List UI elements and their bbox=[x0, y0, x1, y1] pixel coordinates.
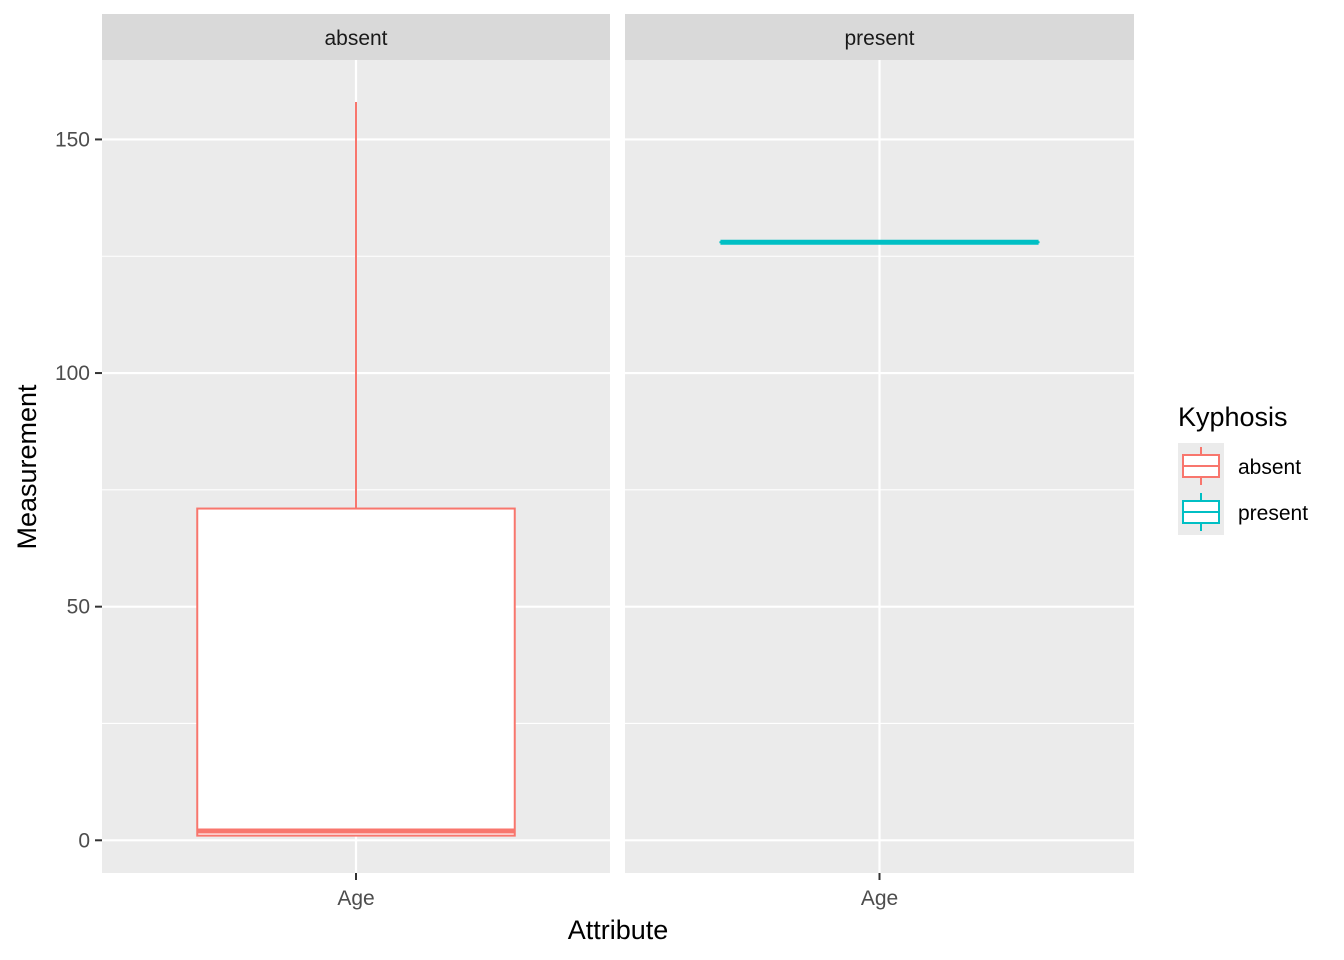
facet-strip-label: absent bbox=[324, 27, 387, 50]
facet-strip-present bbox=[625, 14, 1134, 60]
y-axis: 0 50 100 150 bbox=[55, 128, 102, 852]
legend-key-present: present bbox=[1178, 489, 1308, 535]
facet-strip-label: present bbox=[844, 27, 914, 50]
facet-panels: absent present bbox=[102, 14, 1134, 873]
facet-strip-absent bbox=[102, 14, 610, 60]
x-axis: Age Age bbox=[337, 873, 898, 910]
legend-entry-label: present bbox=[1238, 502, 1308, 525]
facet-panel-absent: absent bbox=[102, 14, 610, 873]
y-tick-label: 0 bbox=[78, 829, 90, 852]
legend-title: Kyphosis bbox=[1178, 402, 1288, 432]
x-tick-label: Age bbox=[337, 887, 374, 910]
box-iqr bbox=[196, 507, 516, 837]
y-tick-label: 150 bbox=[55, 128, 90, 151]
legend: Kyphosis absent present bbox=[1178, 402, 1308, 535]
y-axis-title: Measurement bbox=[12, 384, 42, 550]
boxplot-absent bbox=[196, 102, 516, 837]
legend-key-absent: absent bbox=[1178, 443, 1301, 489]
y-tick-label: 50 bbox=[67, 596, 90, 619]
facet-panel-present: present bbox=[625, 14, 1134, 873]
y-tick-label: 100 bbox=[55, 362, 90, 385]
legend-entry-label: absent bbox=[1238, 456, 1301, 479]
x-axis-title: Attribute bbox=[568, 915, 669, 945]
x-tick-label: Age bbox=[861, 887, 898, 910]
